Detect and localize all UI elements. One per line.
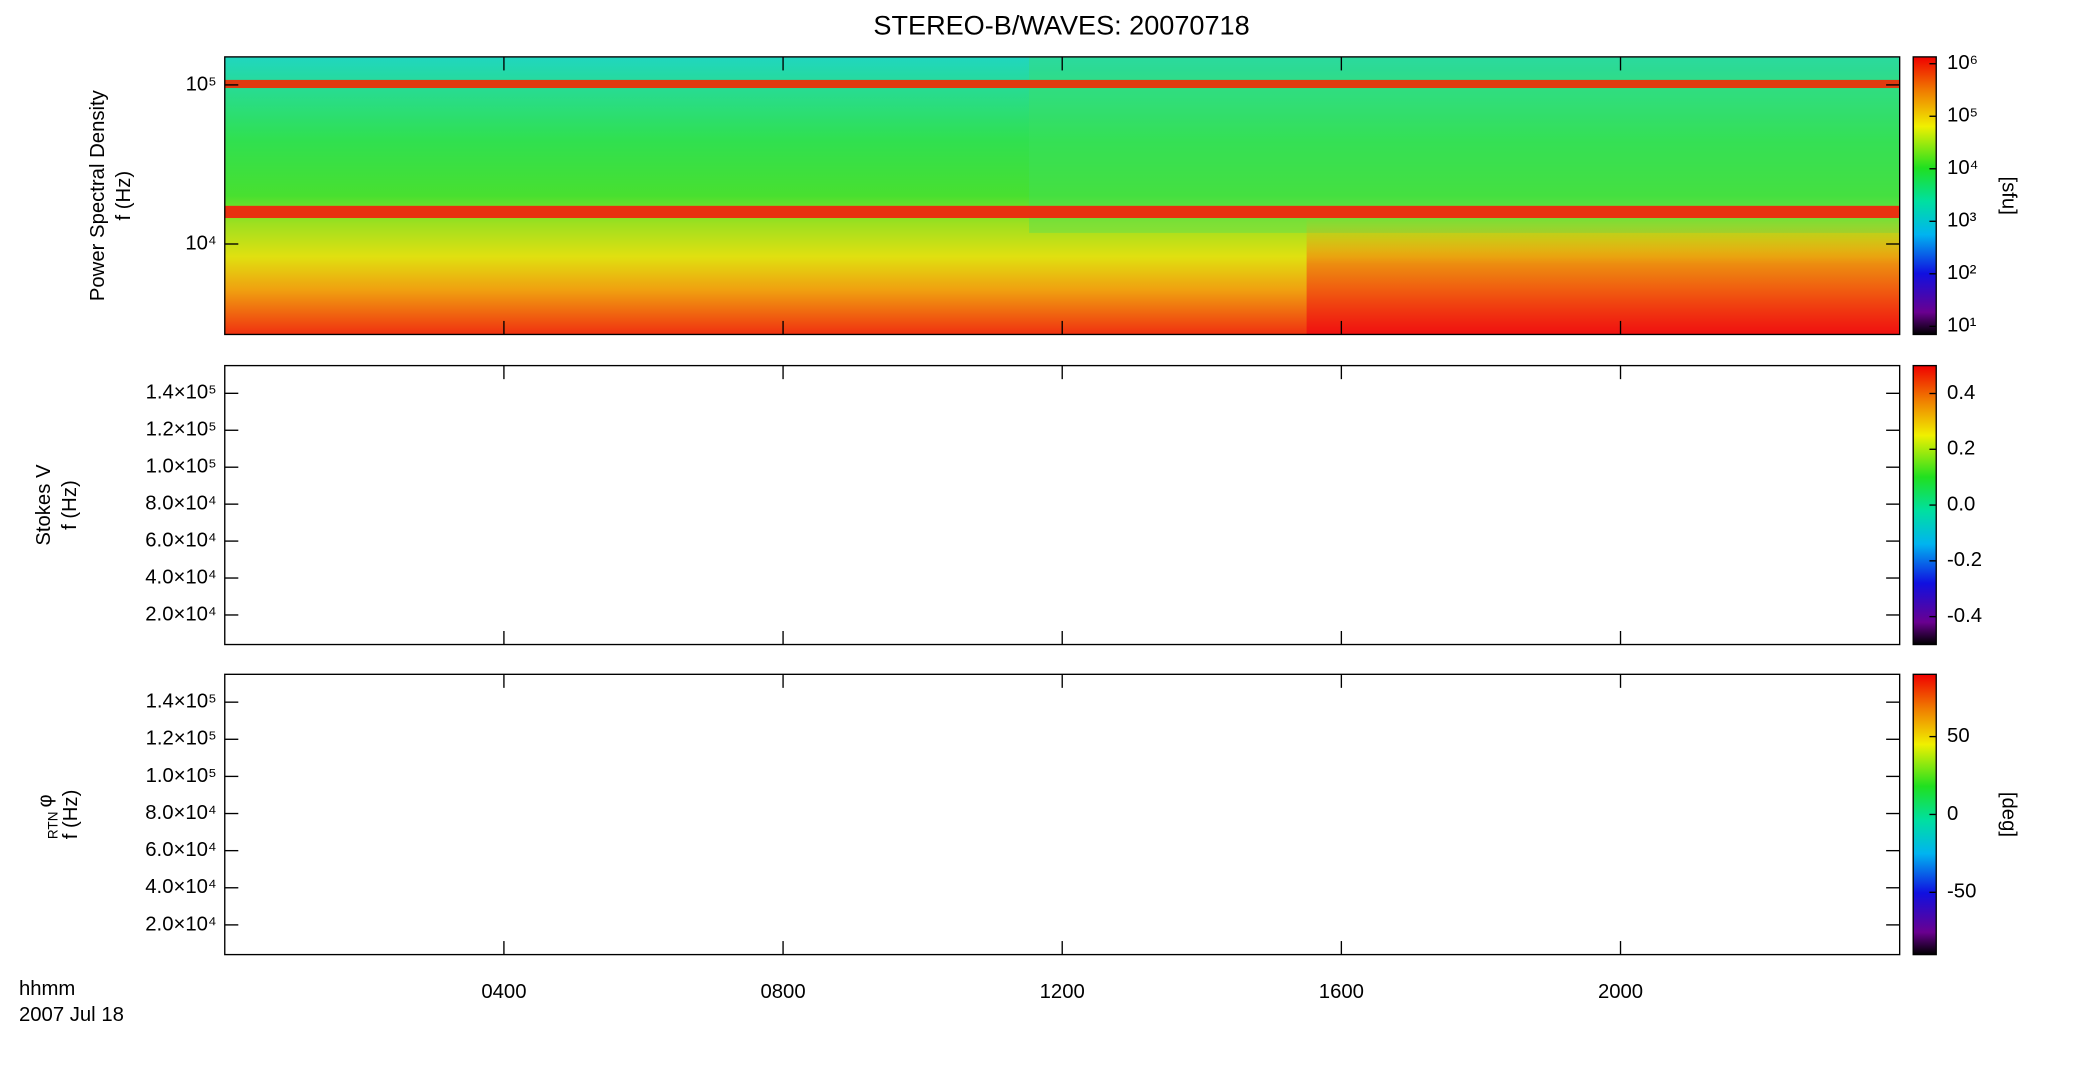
y-axis-unit: f (Hz)	[60, 790, 82, 840]
x-tick-label: 0400	[481, 981, 526, 1003]
y-tick-label: 1.2×10⁵	[146, 419, 217, 441]
colorbar-tick-label: 10⁶	[1947, 52, 1978, 74]
y-tick-label: 1.4×10⁵	[146, 382, 217, 404]
chart-title: STEREO-B/WAVES: 20070718	[873, 9, 1249, 40]
colorbar-tick-label: 10³	[1947, 210, 1977, 232]
y-tick-label: 6.0×10⁴	[145, 839, 216, 861]
emission-line	[224, 79, 1900, 89]
spectrogram	[224, 56, 1900, 335]
plot-frame	[224, 364, 1901, 646]
y-axis-title: Power Spectral Density	[87, 89, 109, 301]
y-axis-unit: f (Hz)	[59, 480, 81, 530]
y-tick-label: 4.0×10⁴	[145, 566, 216, 588]
spectrogram-image	[1306, 216, 1900, 335]
colorbar-tick-label: 10²	[1947, 262, 1977, 284]
colorbar-tick-label: 0.4	[1947, 382, 1975, 404]
colorbar-tick-label: -0.4	[1947, 605, 1982, 627]
x-tick-label: 2000	[1598, 981, 1643, 1003]
colorbar-tick-label: 0.2	[1947, 438, 1975, 460]
x-tick-label: 1600	[1319, 981, 1364, 1003]
colorbar-label: [sfu]	[1998, 176, 2020, 214]
y-tick-label: 1.0×10⁵	[146, 765, 217, 787]
y-axis-title: Stokes V	[33, 464, 55, 546]
plot-frame	[224, 673, 1901, 956]
colorbar-tick-label: -0.2	[1947, 549, 1982, 571]
y-axis-title-subscript: RTN	[46, 811, 61, 839]
colorbar-tick-label: 0.0	[1947, 493, 1975, 515]
y-tick-label: 1.2×10⁵	[146, 728, 217, 750]
colorbar-tick-label: 50	[1947, 725, 1970, 747]
colorbar-tick-label: 10¹	[1947, 315, 1977, 337]
colorbar-tick-label: 0	[1947, 803, 1958, 825]
y-tick-label: 10⁴	[185, 232, 216, 254]
y-tick-label: 10⁵	[186, 73, 217, 95]
y-tick-label: 1.4×10⁵	[146, 691, 217, 713]
y-tick-label: 2.0×10⁴	[145, 603, 216, 625]
x-axis-label: hhmm	[19, 978, 75, 1000]
emission-line	[224, 205, 1900, 219]
y-tick-label: 4.0×10⁴	[145, 876, 216, 898]
colorbar-tick-label: -50	[1947, 881, 1976, 903]
y-axis-title: φ	[34, 794, 56, 807]
y-tick-label: 1.0×10⁵	[146, 456, 217, 478]
x-tick-label: 1200	[1040, 981, 1085, 1003]
y-tick-label: 6.0×10⁴	[145, 529, 216, 551]
colorbar-tick-label: 10⁴	[1947, 157, 1978, 179]
y-tick-label: 2.0×10⁴	[145, 913, 216, 935]
x-tick-label: 0800	[760, 981, 805, 1003]
y-axis-unit: f (Hz)	[113, 171, 135, 221]
x-axis-label: 2007 Jul 18	[19, 1004, 124, 1026]
colorbar-label: [deg]	[1998, 792, 2020, 837]
y-tick-label: 8.0×10⁴	[145, 802, 216, 824]
colorbar	[1912, 56, 1937, 336]
colorbar-tick-label: 10⁵	[1947, 105, 1978, 127]
y-tick-label: 8.0×10⁴	[145, 493, 216, 515]
